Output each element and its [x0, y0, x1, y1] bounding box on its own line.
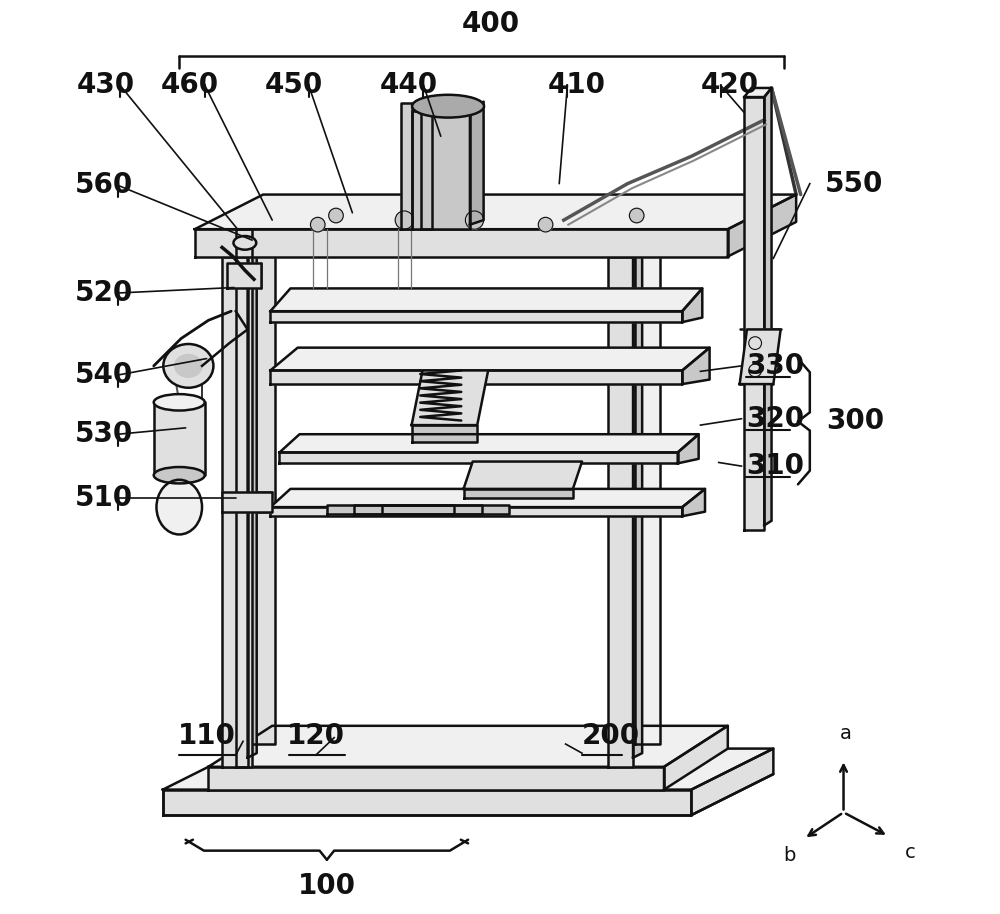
- Polygon shape: [279, 434, 699, 452]
- Text: 330: 330: [746, 352, 804, 380]
- Polygon shape: [682, 289, 702, 322]
- Text: 100: 100: [298, 872, 356, 899]
- Text: 520: 520: [74, 279, 133, 307]
- Circle shape: [329, 208, 343, 223]
- Polygon shape: [401, 103, 412, 229]
- Polygon shape: [195, 195, 796, 229]
- Ellipse shape: [154, 394, 205, 410]
- Ellipse shape: [163, 344, 213, 388]
- Text: b: b: [783, 846, 796, 865]
- Polygon shape: [635, 234, 660, 744]
- Polygon shape: [682, 489, 705, 516]
- Polygon shape: [412, 425, 477, 441]
- Text: 550: 550: [824, 170, 883, 197]
- Circle shape: [538, 218, 553, 232]
- Polygon shape: [421, 103, 432, 229]
- Polygon shape: [691, 749, 773, 815]
- Text: 300: 300: [826, 408, 884, 435]
- Polygon shape: [327, 505, 454, 515]
- Text: 460: 460: [161, 71, 219, 100]
- Polygon shape: [740, 329, 781, 384]
- Polygon shape: [633, 243, 642, 758]
- Polygon shape: [382, 505, 509, 515]
- Ellipse shape: [156, 480, 202, 535]
- Polygon shape: [270, 311, 682, 322]
- Ellipse shape: [412, 95, 484, 118]
- Polygon shape: [222, 492, 272, 512]
- Ellipse shape: [154, 467, 205, 484]
- Polygon shape: [744, 88, 772, 97]
- Text: 310: 310: [746, 452, 804, 480]
- Polygon shape: [270, 347, 710, 370]
- Polygon shape: [249, 234, 275, 744]
- Polygon shape: [412, 370, 488, 425]
- Ellipse shape: [233, 236, 256, 250]
- Polygon shape: [236, 229, 252, 767]
- Polygon shape: [270, 507, 682, 516]
- Polygon shape: [270, 489, 705, 507]
- Polygon shape: [195, 229, 728, 257]
- Text: 400: 400: [462, 10, 520, 37]
- Polygon shape: [728, 195, 796, 257]
- Polygon shape: [208, 726, 728, 767]
- Text: 510: 510: [74, 484, 133, 512]
- Polygon shape: [412, 111, 470, 229]
- Polygon shape: [678, 434, 699, 463]
- Polygon shape: [270, 370, 682, 384]
- Polygon shape: [464, 489, 573, 498]
- Polygon shape: [470, 101, 484, 225]
- Circle shape: [395, 211, 413, 229]
- Polygon shape: [354, 505, 482, 515]
- Text: 560: 560: [74, 172, 133, 199]
- Ellipse shape: [175, 355, 202, 377]
- Text: 120: 120: [287, 722, 345, 750]
- Text: 320: 320: [746, 405, 804, 432]
- Text: 200: 200: [582, 722, 640, 750]
- Text: 540: 540: [74, 361, 133, 389]
- Polygon shape: [208, 767, 664, 790]
- Polygon shape: [744, 97, 764, 530]
- Polygon shape: [248, 243, 257, 758]
- Text: 410: 410: [547, 71, 605, 100]
- Polygon shape: [222, 257, 248, 767]
- Polygon shape: [608, 257, 633, 767]
- Polygon shape: [464, 462, 582, 489]
- Circle shape: [465, 211, 484, 229]
- Circle shape: [310, 218, 325, 232]
- Polygon shape: [163, 790, 691, 815]
- Text: a: a: [839, 724, 851, 743]
- Text: c: c: [905, 844, 915, 862]
- Text: 440: 440: [380, 71, 438, 100]
- Polygon shape: [163, 749, 773, 790]
- Text: 110: 110: [178, 722, 236, 750]
- Polygon shape: [279, 452, 678, 463]
- Text: 430: 430: [76, 71, 134, 100]
- Polygon shape: [664, 726, 728, 790]
- Text: 420: 420: [700, 71, 759, 100]
- Circle shape: [629, 208, 644, 223]
- Polygon shape: [227, 263, 261, 289]
- Circle shape: [749, 364, 762, 377]
- Polygon shape: [154, 402, 205, 475]
- Text: 530: 530: [74, 420, 133, 448]
- Polygon shape: [270, 289, 702, 311]
- Polygon shape: [764, 88, 772, 526]
- Circle shape: [749, 336, 762, 349]
- Text: 450: 450: [265, 71, 323, 100]
- Polygon shape: [682, 347, 710, 384]
